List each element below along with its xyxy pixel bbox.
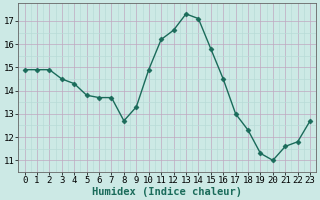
- X-axis label: Humidex (Indice chaleur): Humidex (Indice chaleur): [92, 186, 242, 197]
